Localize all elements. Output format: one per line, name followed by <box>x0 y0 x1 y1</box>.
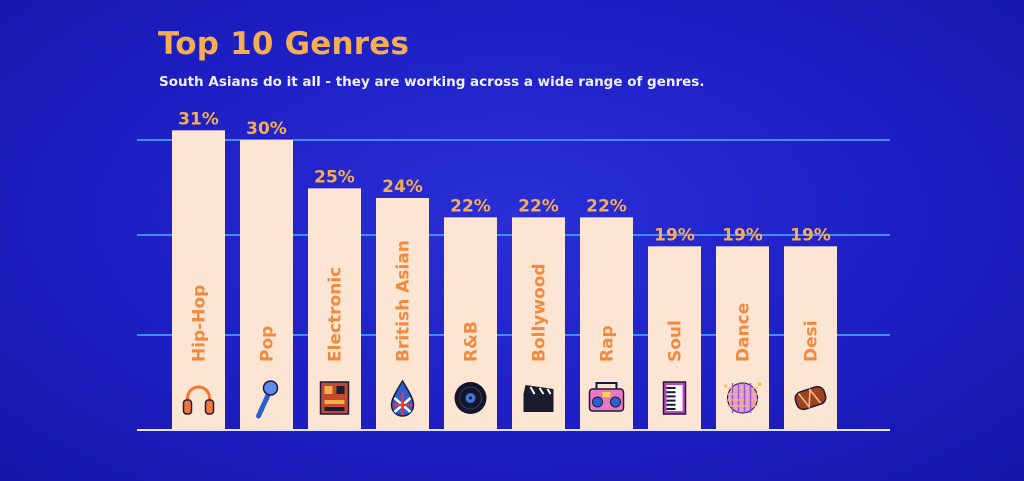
dhol-drum-icon <box>794 385 827 411</box>
category-label-0: Hip-Hop <box>190 285 210 362</box>
category-label-9: Desi <box>802 320 822 362</box>
disco-ball-icon <box>724 382 762 414</box>
value-label-0: 31% <box>178 109 219 129</box>
union-jack-drop-icon <box>390 379 415 417</box>
category-label-5: Bollywood <box>530 263 550 362</box>
clapperboard-icon <box>523 385 554 412</box>
value-label-1: 30% <box>246 119 287 139</box>
value-label-8: 19% <box>722 225 763 245</box>
category-label-8: Dance <box>734 303 754 362</box>
vinyl-record-icon <box>454 382 487 414</box>
bar-0 <box>172 130 225 431</box>
category-label-3: British Asian <box>394 240 414 362</box>
value-label-9: 19% <box>790 225 831 245</box>
value-label-4: 22% <box>450 196 491 216</box>
value-label-5: 22% <box>518 196 559 216</box>
category-label-6: Rap <box>598 325 618 362</box>
category-label-1: Pop <box>258 326 278 362</box>
keyboard-icon <box>662 381 687 415</box>
headphones-icon <box>182 385 215 415</box>
synthesizer-icon <box>319 381 350 415</box>
boombox-icon <box>588 382 625 412</box>
value-label-3: 24% <box>382 177 423 197</box>
value-label-7: 19% <box>654 225 695 245</box>
value-label-6: 22% <box>586 196 627 216</box>
microphone-icon <box>256 380 279 419</box>
category-label-2: Electronic <box>326 267 346 362</box>
category-label-7: Soul <box>666 320 686 362</box>
chart-subtitle: South Asians do it all - they are workin… <box>159 74 705 90</box>
category-label-4: R&B <box>462 321 482 362</box>
value-label-2: 25% <box>314 167 355 187</box>
chart-title: Top 10 Genres <box>158 26 410 62</box>
